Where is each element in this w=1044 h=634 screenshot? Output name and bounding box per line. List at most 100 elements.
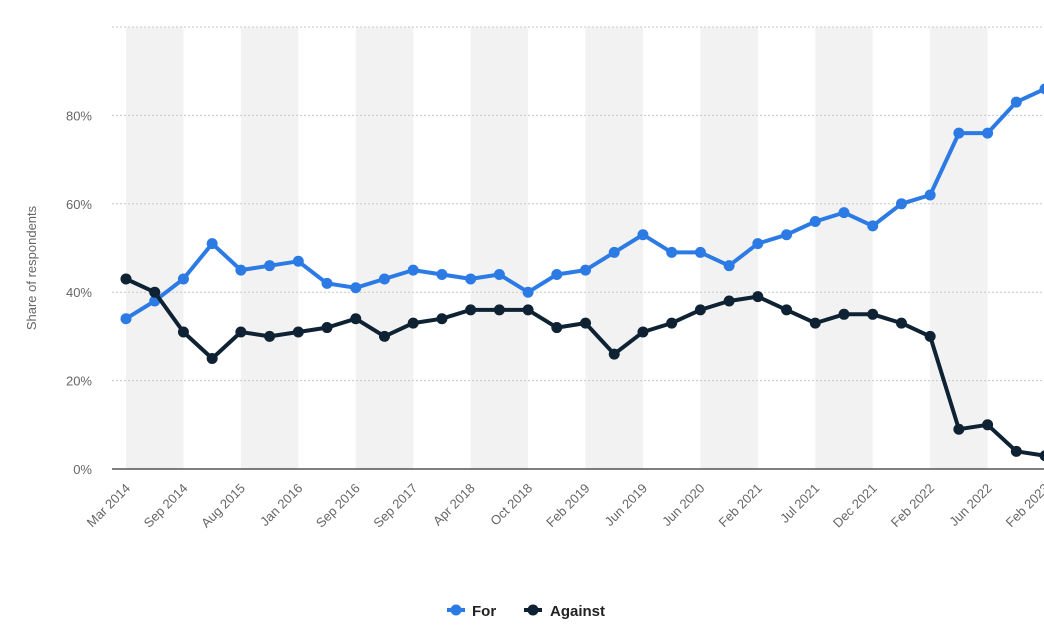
data-point-against[interactable] xyxy=(953,423,965,435)
y-tick-label: 20% xyxy=(66,374,92,389)
data-point-against[interactable] xyxy=(867,308,879,320)
data-point-against[interactable] xyxy=(694,304,706,316)
y-tick-label: 40% xyxy=(66,285,92,300)
data-point-against[interactable] xyxy=(522,304,534,316)
y-tick-label: 0% xyxy=(73,462,92,477)
y-axis-ticks: 0% 20% 40% 60% 80% xyxy=(66,108,92,477)
series-layer xyxy=(120,83,1044,462)
x-tick-label: Feb 2019 xyxy=(543,481,592,530)
data-point-for[interactable] xyxy=(752,238,764,250)
x-tick-label: Feb 2021 xyxy=(716,481,765,530)
x-tick-label: Jan 2016 xyxy=(257,481,305,529)
data-point-for[interactable] xyxy=(809,215,821,227)
data-point-for[interactable] xyxy=(867,220,879,232)
data-point-against[interactable] xyxy=(378,330,390,342)
x-tick-label: Sep 2016 xyxy=(313,481,363,531)
data-point-against[interactable] xyxy=(752,291,764,303)
data-point-against[interactable] xyxy=(321,322,333,334)
data-point-against[interactable] xyxy=(493,304,505,316)
data-point-against[interactable] xyxy=(580,317,592,329)
data-point-for[interactable] xyxy=(264,260,276,272)
data-point-for[interactable] xyxy=(982,127,994,139)
legend-against-label: Against xyxy=(550,603,605,620)
data-point-for[interactable] xyxy=(436,269,448,281)
x-tick-label: Sep 2017 xyxy=(370,481,420,531)
data-point-for[interactable] xyxy=(723,260,735,272)
legend-item-against[interactable]: Against xyxy=(524,603,605,620)
data-point-against[interactable] xyxy=(264,330,276,342)
data-point-for[interactable] xyxy=(1039,83,1044,95)
data-point-against[interactable] xyxy=(177,326,189,338)
data-point-against[interactable] xyxy=(436,313,448,325)
data-point-for[interactable] xyxy=(321,277,333,289)
background-band xyxy=(126,27,184,469)
data-point-against[interactable] xyxy=(120,273,132,285)
data-point-for[interactable] xyxy=(350,282,362,294)
data-point-against[interactable] xyxy=(407,317,419,329)
data-point-for[interactable] xyxy=(206,238,218,250)
data-point-for[interactable] xyxy=(292,255,304,267)
data-point-for[interactable] xyxy=(580,264,592,276)
data-point-against[interactable] xyxy=(350,313,362,325)
data-point-against[interactable] xyxy=(149,286,161,298)
data-point-for[interactable] xyxy=(522,286,534,298)
data-point-against[interactable] xyxy=(1010,445,1022,457)
data-point-against[interactable] xyxy=(781,304,793,316)
background-band xyxy=(240,27,299,469)
background-band xyxy=(470,27,529,469)
data-point-for[interactable] xyxy=(608,246,620,258)
data-point-against[interactable] xyxy=(924,330,936,342)
data-point-against[interactable] xyxy=(1039,450,1044,462)
data-point-against[interactable] xyxy=(206,353,218,364)
x-axis-ticks: Mar 2014 Sep 2014 Aug 2015 Jan 2016 Sep 2016… xyxy=(84,481,1044,531)
background-band xyxy=(815,27,873,469)
data-point-for[interactable] xyxy=(378,273,390,285)
data-point-for[interactable] xyxy=(781,229,793,241)
data-point-for[interactable] xyxy=(120,313,132,325)
gridlines xyxy=(112,26,1044,382)
x-tick-label: Feb 2023 xyxy=(1003,481,1044,530)
x-tick-label: Sep 2014 xyxy=(141,481,191,531)
legend-for-label: For xyxy=(472,603,496,620)
data-point-for[interactable] xyxy=(551,269,563,281)
data-point-against[interactable] xyxy=(608,348,620,360)
data-point-against[interactable] xyxy=(465,304,477,316)
data-point-against[interactable] xyxy=(982,419,994,431)
data-point-for[interactable] xyxy=(637,229,649,241)
background-band xyxy=(930,27,988,469)
x-tick-label: Jun 2019 xyxy=(602,481,650,529)
data-point-for[interactable] xyxy=(235,264,247,276)
data-point-against[interactable] xyxy=(235,326,247,338)
data-point-for[interactable] xyxy=(177,273,189,285)
x-tick-label: Mar 2014 xyxy=(84,481,133,530)
data-point-for[interactable] xyxy=(493,269,505,281)
data-point-for[interactable] xyxy=(407,264,419,276)
data-point-for[interactable] xyxy=(1010,96,1022,108)
data-point-for[interactable] xyxy=(694,246,706,258)
background-bands xyxy=(126,27,988,469)
data-point-for[interactable] xyxy=(666,246,678,258)
x-tick-label: Jul 2021 xyxy=(777,481,822,526)
data-point-against[interactable] xyxy=(838,308,850,320)
legend-against-swatch-dot xyxy=(527,604,539,616)
data-point-against[interactable] xyxy=(895,317,907,329)
data-point-for[interactable] xyxy=(465,273,477,285)
data-point-for[interactable] xyxy=(895,198,907,210)
x-tick-label: Jun 2020 xyxy=(659,481,707,529)
data-point-against[interactable] xyxy=(637,326,649,338)
data-point-against[interactable] xyxy=(292,326,304,338)
y-axis-title: Share of respondents xyxy=(24,205,39,330)
legend-item-for[interactable]: For xyxy=(447,603,496,620)
data-point-for[interactable] xyxy=(924,189,936,201)
data-point-against[interactable] xyxy=(551,322,563,334)
legend: For Against xyxy=(447,603,605,620)
data-point-against[interactable] xyxy=(809,317,821,329)
data-point-for[interactable] xyxy=(953,127,965,139)
data-point-against[interactable] xyxy=(723,295,735,307)
data-point-against[interactable] xyxy=(666,317,678,329)
data-point-for[interactable] xyxy=(838,207,850,219)
x-tick-label: Oct 2018 xyxy=(487,481,535,529)
y-tick-label: 80% xyxy=(66,108,92,123)
